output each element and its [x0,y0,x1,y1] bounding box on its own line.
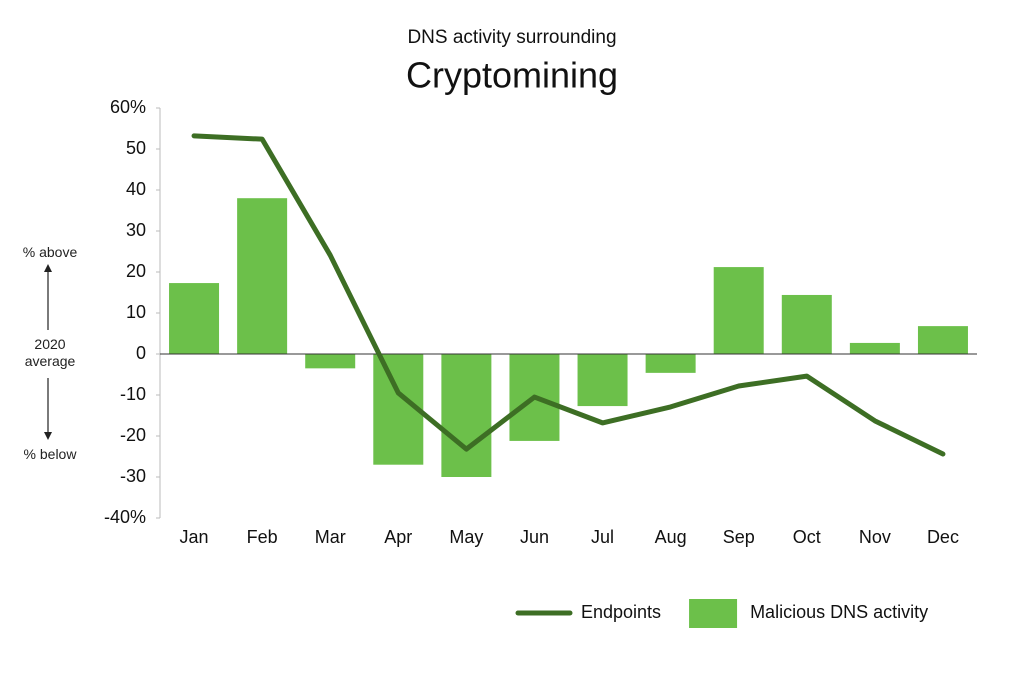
bar [713,267,764,354]
bar [305,354,356,369]
x-tick-label: Feb [247,527,278,547]
bar [917,326,968,354]
annotation: % above [22,244,78,260]
annotation: 2020 average [24,336,76,369]
chart-title: Cryptomining [406,55,618,96]
legend-label: Endpoints [581,602,661,622]
y-tick-label: 0 [136,343,146,363]
y-tick-label: 40 [126,179,146,199]
bar [169,283,220,354]
x-tick-label: Sep [723,527,755,547]
x-tick-label: May [449,527,483,547]
x-tick-label: Aug [655,527,687,547]
x-tick-label: Oct [793,527,821,547]
legend-label: Malicious DNS activity [750,602,928,622]
y-tick-label: 20 [126,261,146,281]
x-tick-label: Jun [520,527,549,547]
legend-swatch [689,599,738,628]
bar [849,342,900,354]
bar [645,354,696,373]
bar [577,354,628,407]
y-tick-label: 10 [126,302,146,322]
x-tick-label: Jul [591,527,614,547]
x-tick-label: Nov [859,527,891,547]
y-tick-label: -10 [120,384,146,404]
x-tick-label: Apr [384,527,412,547]
y-tick-label: 60% [110,97,146,117]
x-tick-label: Jan [180,527,209,547]
bar [781,294,832,354]
x-tick-label: Mar [315,527,346,547]
bar [441,354,492,477]
y-tick-label: 30 [126,220,146,240]
arrow-head [44,432,52,440]
y-tick-label: -20 [120,425,146,445]
arrow-head [44,264,52,272]
line [191,133,946,457]
y-tick-label: -40% [104,507,146,527]
y-tick-label: -30 [120,466,146,486]
y-tick-label: 50 [126,138,146,158]
annotation: % below [23,446,77,462]
x-tick-label: Dec [927,527,959,547]
chart-subtitle: DNS activity surrounding [407,27,616,48]
bar [237,198,288,354]
